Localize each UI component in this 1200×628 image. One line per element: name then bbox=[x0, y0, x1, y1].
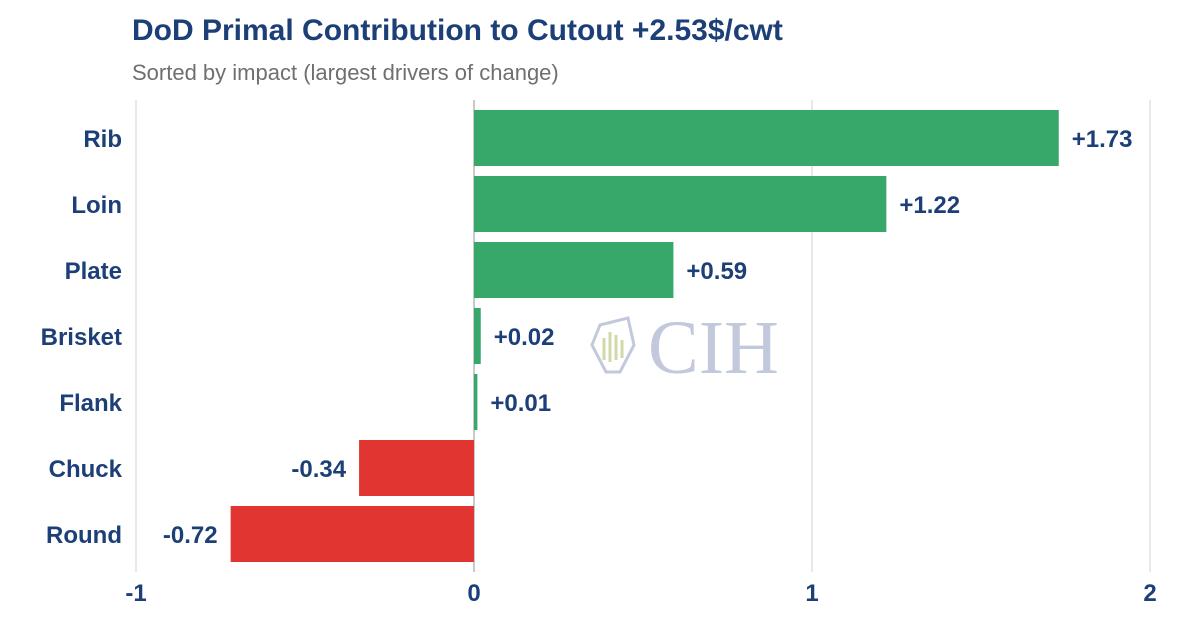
wheat-shield-icon bbox=[590, 316, 636, 374]
bar-brisket bbox=[474, 308, 481, 364]
category-label-flank: Flank bbox=[59, 390, 122, 417]
bar-chuck bbox=[359, 440, 474, 496]
x-tick-label: 2 bbox=[1143, 580, 1156, 607]
watermark-text: CIH bbox=[648, 306, 779, 390]
value-label-brisket: +0.02 bbox=[494, 324, 555, 351]
bar-plate bbox=[474, 242, 674, 298]
bar-loin bbox=[474, 176, 887, 232]
bar-rib bbox=[474, 110, 1059, 166]
category-label-loin: Loin bbox=[71, 192, 122, 219]
category-label-rib: Rib bbox=[83, 126, 122, 153]
bar-flank bbox=[474, 374, 478, 430]
value-label-flank: +0.01 bbox=[490, 390, 551, 417]
x-tick-label: 0 bbox=[467, 580, 480, 607]
category-label-chuck: Chuck bbox=[49, 456, 123, 483]
bar-round bbox=[230, 506, 474, 562]
category-label-round: Round bbox=[46, 522, 122, 549]
chart-title: DoD Primal Contribution to Cutout +2.53$… bbox=[132, 14, 783, 47]
value-label-rib: +1.73 bbox=[1072, 126, 1133, 153]
category-label-brisket: Brisket bbox=[41, 324, 122, 351]
x-tick-label: 1 bbox=[805, 580, 818, 607]
x-tick-label: -1 bbox=[125, 580, 146, 607]
value-label-plate: +0.59 bbox=[686, 258, 747, 285]
chart-subtitle: Sorted by impact (largest drivers of cha… bbox=[132, 60, 559, 85]
value-label-round: -0.72 bbox=[163, 522, 218, 549]
watermark-logo: CIH bbox=[590, 306, 779, 390]
value-label-loin: +1.22 bbox=[899, 192, 960, 219]
value-label-chuck: -0.34 bbox=[291, 456, 346, 483]
category-label-plate: Plate bbox=[65, 258, 122, 285]
